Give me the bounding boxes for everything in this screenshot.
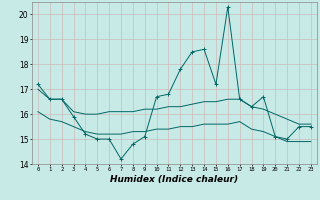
X-axis label: Humidex (Indice chaleur): Humidex (Indice chaleur) <box>110 175 238 184</box>
